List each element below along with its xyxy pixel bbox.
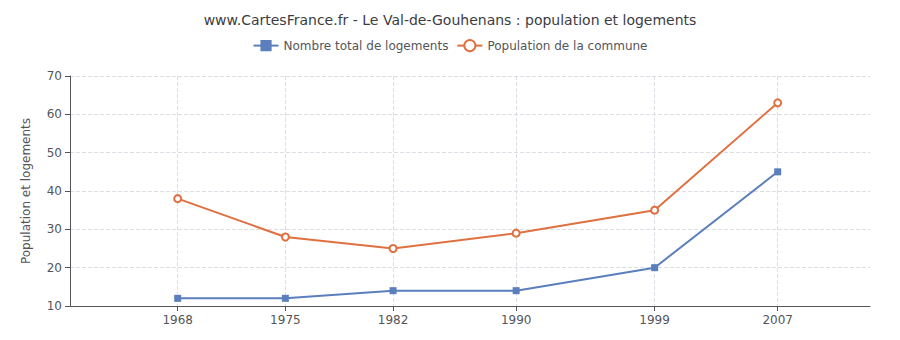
svg-text:Nombre total de logements: Nombre total de logements <box>284 39 449 53</box>
svg-text:20: 20 <box>47 261 62 275</box>
svg-text:10: 10 <box>47 299 62 313</box>
svg-text:1982: 1982 <box>378 313 409 327</box>
svg-text:60: 60 <box>47 107 62 121</box>
svg-text:1999: 1999 <box>639 313 670 327</box>
svg-text:Population de la commune: Population de la commune <box>487 39 647 53</box>
svg-text:1990: 1990 <box>501 313 532 327</box>
svg-text:70: 70 <box>47 69 62 83</box>
svg-text:30: 30 <box>47 222 62 236</box>
svg-text:50: 50 <box>47 146 62 160</box>
svg-text:www.CartesFrance.fr - Le Val-d: www.CartesFrance.fr - Le Val-de-Gouhenan… <box>204 12 697 28</box>
svg-text:40: 40 <box>47 184 62 198</box>
svg-text:1975: 1975 <box>270 313 301 327</box>
svg-text:2007: 2007 <box>762 313 793 327</box>
svg-text:1968: 1968 <box>162 313 193 327</box>
svg-text:Population et logements: Population et logements <box>19 118 33 264</box>
